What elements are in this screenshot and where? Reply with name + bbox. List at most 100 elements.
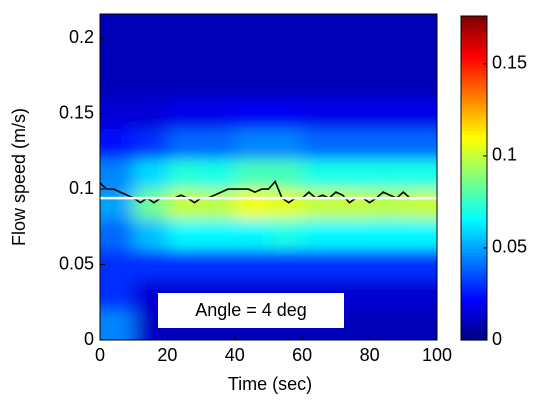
- colorbar-step: [461, 181, 487, 186]
- heat-cell: [133, 98, 168, 130]
- heat-cell: [268, 158, 303, 190]
- heat-cell: [403, 219, 437, 250]
- colorbar-step: [461, 279, 487, 284]
- colorbar-step: [461, 329, 487, 334]
- heat-cell: [302, 189, 337, 220]
- heat-cell: [403, 38, 437, 69]
- colorbar-step: [461, 124, 487, 128]
- colorbar-step: [461, 198, 487, 203]
- heat-cell: [100, 158, 135, 190]
- colorbar-step: [461, 238, 487, 243]
- heat-cell: [268, 68, 303, 100]
- heat-cell: [369, 309, 404, 340]
- colorbar-step: [461, 144, 487, 149]
- colorbar-step: [461, 242, 487, 247]
- heat-cell: [100, 38, 135, 69]
- colorbar-step: [461, 32, 487, 37]
- heat-cell: [167, 158, 202, 190]
- colorbar-tick-label: 0.05: [492, 237, 527, 257]
- colorbar-step: [461, 188, 487, 193]
- heat-cell: [268, 189, 303, 220]
- colorbar-step: [461, 73, 487, 78]
- colorbar-tick-label: 0.15: [492, 53, 527, 73]
- colorbar-step: [461, 309, 487, 314]
- colorbar-step: [461, 140, 487, 145]
- colorbar-step: [461, 171, 487, 176]
- heat-cell: [133, 249, 168, 281]
- heat-cell: [369, 158, 404, 190]
- colorbar-step: [461, 313, 487, 317]
- y-tick-label: 0.05: [59, 253, 94, 273]
- colorbar-step: [461, 323, 487, 328]
- colorbar-step: [461, 120, 487, 125]
- y-tick-label: 0.1: [69, 178, 94, 198]
- heat-cell: [302, 14, 337, 39]
- colorbar-step: [461, 90, 487, 95]
- colorbar-step: [461, 296, 487, 301]
- heat-cell: [100, 189, 135, 220]
- colorbar-step: [461, 174, 487, 179]
- heat-cell: [167, 98, 202, 130]
- colorbar-step: [461, 80, 487, 85]
- colorbar-step: [461, 228, 487, 233]
- colorbar-step: [461, 225, 487, 230]
- colorbar-step: [461, 248, 487, 253]
- heat-cell: [403, 14, 437, 39]
- colorbar-step: [461, 39, 487, 44]
- colorbar-step: [461, 316, 487, 321]
- colorbar-step: [461, 22, 487, 27]
- heatmap: [100, 14, 437, 340]
- colorbar-step: [461, 292, 487, 297]
- colorbar-step: [461, 245, 487, 250]
- colorbar-step: [461, 232, 487, 236]
- heat-cell: [133, 158, 168, 190]
- heat-cell: [100, 98, 135, 130]
- heatmap-area: [100, 14, 437, 340]
- colorbar-step: [461, 252, 487, 257]
- colorbar-step: [461, 282, 487, 287]
- colorbar-step: [461, 36, 487, 41]
- heat-cell: [369, 38, 404, 69]
- annotation-box: [158, 293, 344, 328]
- colorbar-step: [461, 46, 487, 51]
- heat-cell: [201, 219, 236, 250]
- heat-cell: [335, 128, 371, 160]
- colorbar-step: [461, 56, 487, 61]
- heat-cell: [335, 38, 371, 69]
- colorbar-step: [461, 86, 487, 91]
- heat-cell: [403, 158, 437, 190]
- heat-cell: [403, 189, 437, 220]
- colorbar-step: [461, 319, 487, 324]
- colorbar-step: [461, 302, 487, 307]
- colorbar-step: [461, 76, 487, 81]
- colorbar-step: [461, 262, 487, 267]
- x-axis-label: Time (sec): [228, 374, 312, 394]
- heat-cell: [100, 309, 135, 340]
- heat-cell: [268, 98, 303, 130]
- heat-cell: [201, 128, 236, 160]
- colorbar-step: [461, 164, 487, 169]
- heat-cell: [268, 219, 303, 250]
- colorbar-step: [461, 272, 487, 277]
- heat-cell: [335, 68, 371, 100]
- y-axis-label: Flow speed (m/s): [9, 108, 29, 246]
- heat-cell: [234, 14, 269, 39]
- x-tick-label: 40: [225, 345, 245, 365]
- colorbar-step: [461, 66, 487, 71]
- heat-cell: [302, 219, 337, 250]
- colorbar-step: [461, 326, 487, 331]
- heat-cell: [167, 14, 202, 39]
- colorbar-step: [461, 97, 487, 101]
- colorbar-step: [461, 103, 487, 108]
- plot-frame: [99, 13, 438, 341]
- colorbar-step: [461, 151, 487, 155]
- colorbar-step: [461, 336, 487, 341]
- heat-cell: [167, 128, 202, 160]
- colorbar-step: [461, 221, 487, 226]
- colorbar-step: [461, 117, 487, 122]
- colorbar-step: [461, 167, 487, 172]
- heat-cell: [133, 14, 168, 39]
- heat-cell: [403, 249, 437, 281]
- colorbar-step: [461, 184, 487, 189]
- heat-cell: [100, 249, 135, 281]
